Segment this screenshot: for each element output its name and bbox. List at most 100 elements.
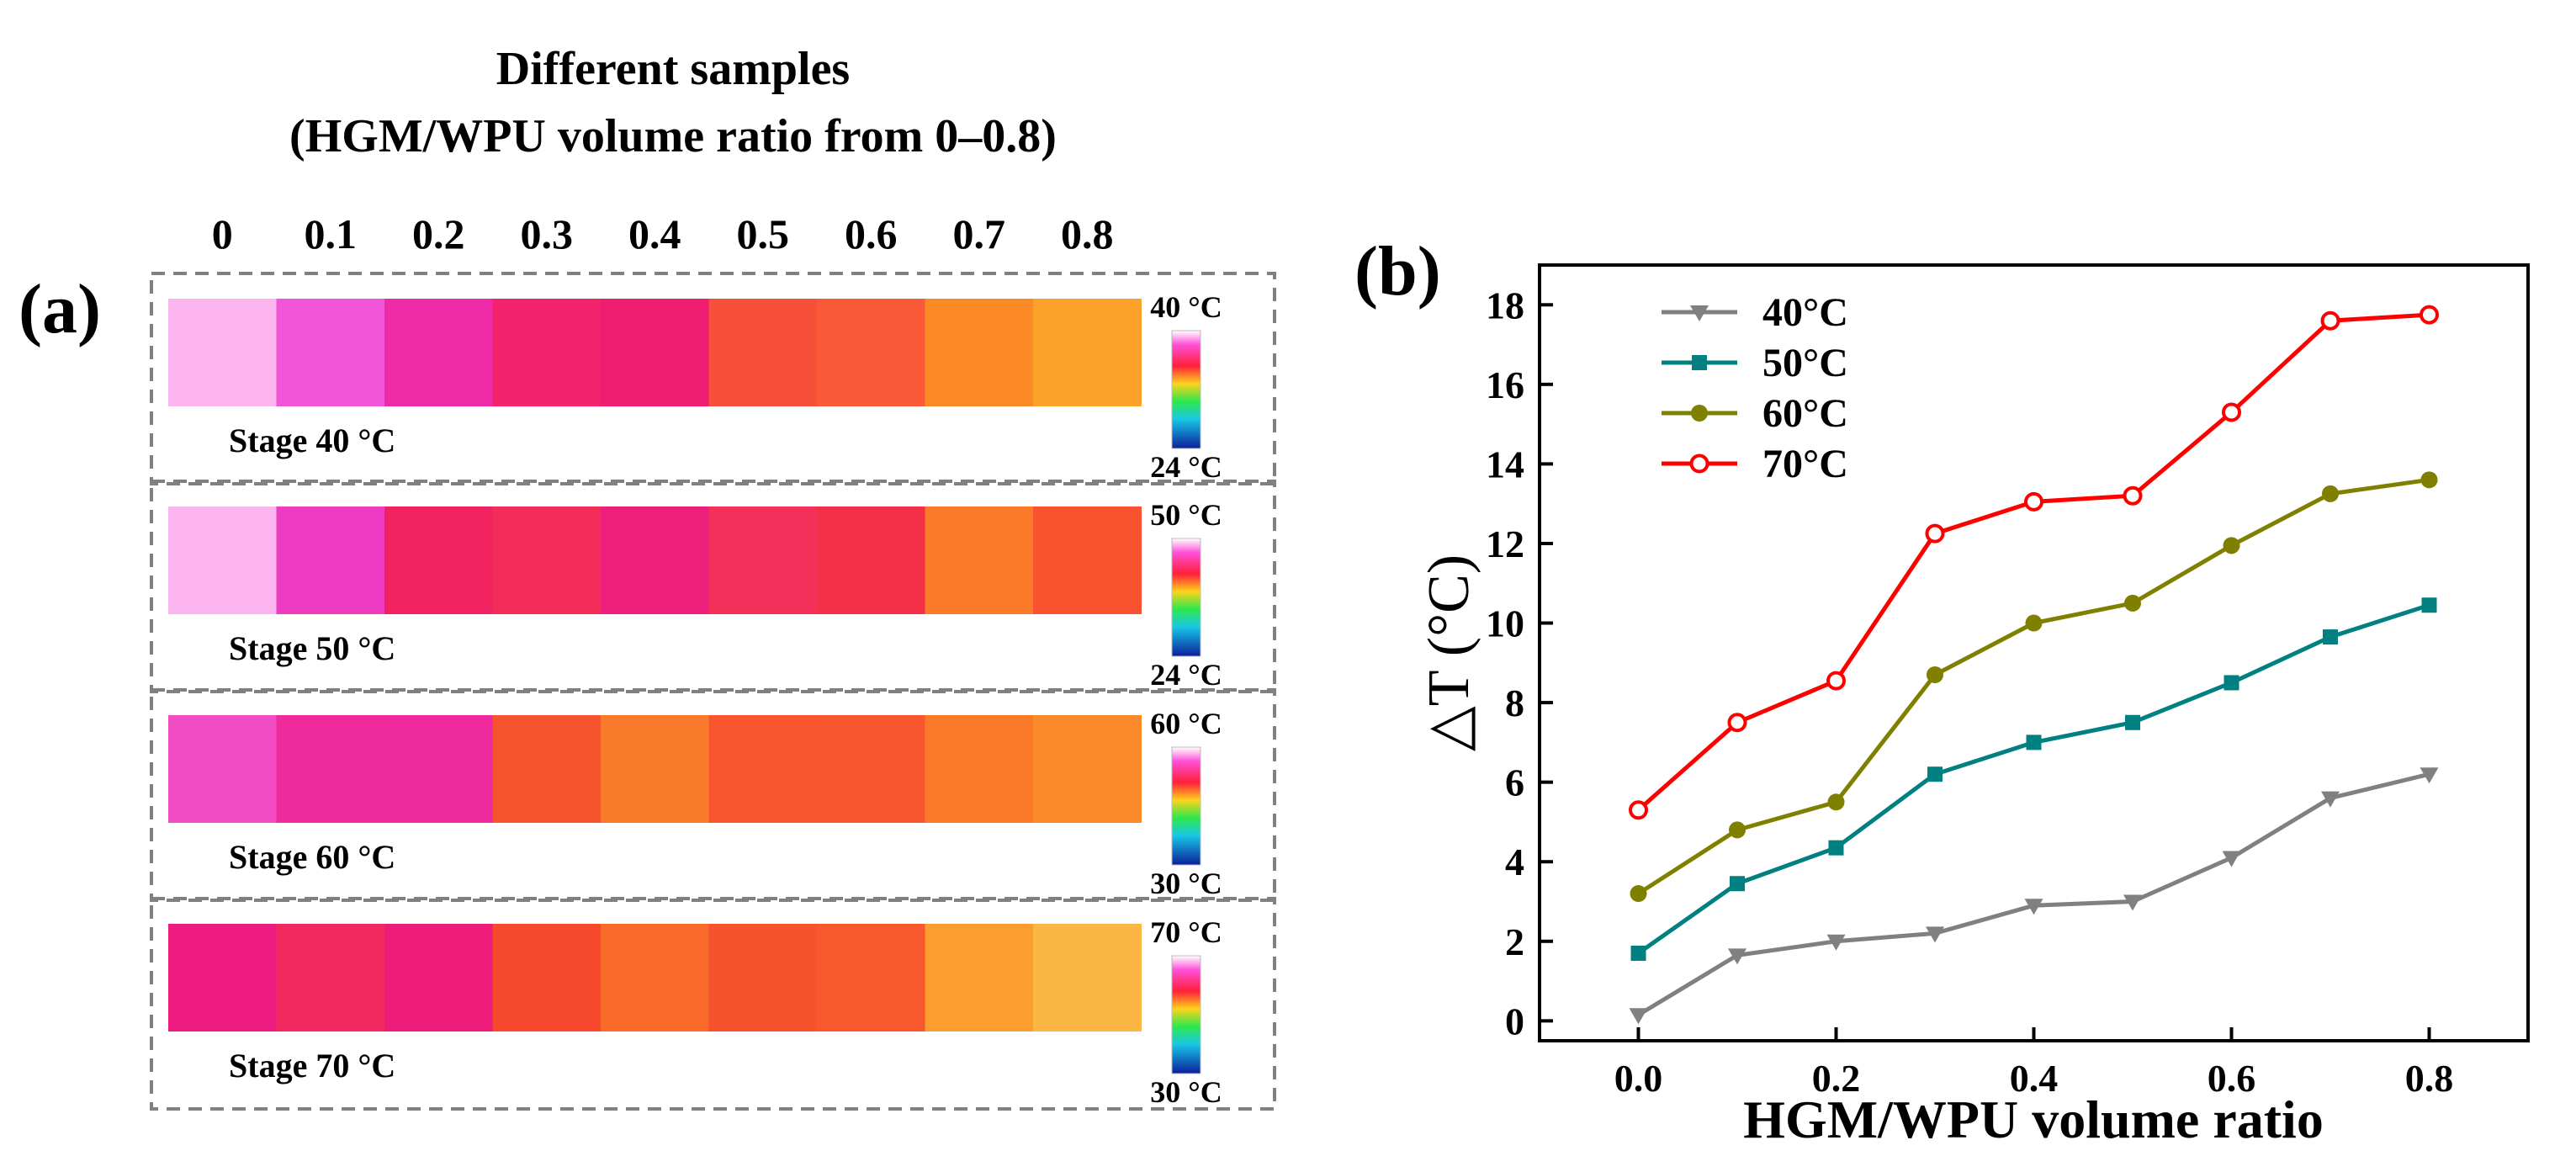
sample-tile	[492, 715, 602, 823]
x-tick-label: 0.6	[2208, 1057, 2256, 1100]
stage-rows: Stage 40 °C 40 °C 24 °C Stage 50 °C 50 °C 24 …	[150, 272, 1276, 1111]
line-chart: 0.0 0.2 0.4 0.6 0.8 0 2 4 6 8 10 12 14 16 18 40°C 50°C…	[1417, 263, 2530, 1149]
x-tick-label: 0.2	[1812, 1057, 1861, 1100]
sample-ratio-label: 0.7	[953, 210, 1006, 257]
data-point	[1826, 671, 1846, 691]
stage-box	[150, 480, 1276, 693]
sample-tile	[708, 715, 818, 823]
x-tick-label: 0.4	[2010, 1057, 2059, 1100]
sample-tile	[817, 715, 925, 823]
x-axis-label: HGM/WPU volume ratio	[1743, 1090, 2324, 1149]
sample-ratio-labels: 0 0.1 0.2 0.3 0.4 0.5 0.6 0.7 0.8	[212, 210, 1114, 257]
stage-row: Stage 60 °C 60 °C 30 °C	[150, 688, 1276, 902]
sample-tile	[276, 924, 385, 1031]
scale-max-label: 40 °C	[1150, 290, 1222, 324]
sample-tile	[708, 506, 818, 614]
stage-box	[150, 272, 1276, 485]
sample-tile	[708, 299, 818, 406]
y-tick-label: 0	[1505, 1000, 1524, 1042]
scale-min-label: 30 °C	[1150, 1075, 1222, 1109]
sample-tile	[384, 715, 493, 823]
panel-a-title-line1: Different samples	[496, 43, 850, 95]
x-tick-label: 0.0	[1614, 1057, 1663, 1100]
panel-a: (a) Different samples (HGM/WPU volume ra…	[19, 43, 1276, 1111]
sample-tile	[168, 506, 277, 614]
panel-a-label: (a)	[19, 270, 101, 348]
data-point	[1826, 934, 1846, 951]
data-point	[2420, 471, 2438, 489]
sample-tile	[384, 924, 493, 1031]
sample-ratio-label: 0.4	[628, 210, 681, 257]
data-point	[2323, 629, 2338, 645]
sample-ratio-label: 0.3	[521, 210, 574, 257]
sample-tile	[492, 299, 602, 406]
data-point	[2222, 402, 2241, 422]
data-point	[2420, 305, 2439, 325]
sample-tile	[1033, 506, 1142, 614]
scale-min-label: 30 °C	[1150, 867, 1222, 900]
data-point	[2025, 614, 2043, 632]
stage-label: Stage 60 °C	[229, 838, 395, 876]
sample-tile	[492, 924, 602, 1031]
data-point	[1828, 840, 1844, 856]
data-point	[1689, 453, 1709, 474]
data-point	[2320, 310, 2340, 331]
sample-ratio-label: 0.5	[737, 210, 790, 257]
data-point	[1729, 821, 1746, 839]
y-tick-label: 16	[1486, 363, 1524, 406]
y-tick-label: 14	[1486, 443, 1524, 485]
legend-entry: 40°C	[1662, 290, 1848, 335]
sample-tile	[1033, 715, 1142, 823]
legend-label: 60°C	[1762, 391, 1848, 436]
sample-tile	[601, 715, 709, 823]
data-point	[1827, 793, 1845, 811]
series-line	[1637, 772, 2430, 1017]
sample-tile	[168, 924, 277, 1031]
y-axis-label: △T (°C)	[1417, 554, 1481, 751]
data-point	[1630, 945, 1646, 961]
data-point	[2024, 899, 2043, 915]
legend-entry: 50°C	[1662, 341, 1848, 385]
y-tick-label: 2	[1505, 920, 1524, 963]
sample-ratio-label: 0.8	[1061, 210, 1114, 257]
panel-a-title-line2: (HGM/WPU volume ratio from 0–0.8)	[289, 110, 1057, 162]
sample-tile	[1033, 924, 1142, 1031]
data-point	[1629, 800, 1648, 820]
data-point	[2224, 675, 2239, 691]
legend-entry: 60°C	[1662, 391, 1848, 436]
sample-tile	[276, 715, 385, 823]
sample-ratio-label: 0.1	[305, 210, 358, 257]
sample-tile	[601, 299, 709, 406]
series-line	[1637, 477, 2430, 896]
y-tick-label: 4	[1505, 841, 1524, 883]
color-scale-bar	[1171, 746, 1201, 866]
sample-tile	[925, 506, 1034, 614]
data-point	[1927, 666, 1943, 684]
legend-label: 50°C	[1762, 341, 1848, 385]
data-point	[1925, 523, 1945, 544]
data-point	[1690, 305, 1709, 321]
sample-tile	[1033, 299, 1142, 406]
scale-max-label: 70 °C	[1150, 915, 1222, 949]
stage-row: Stage 50 °C 50 °C 24 °C	[150, 480, 1276, 693]
stage-row: Stage 40 °C 40 °C 24 °C	[150, 272, 1276, 485]
axis-ticks	[1540, 303, 2431, 1041]
sample-tile	[168, 299, 277, 406]
data-point	[1691, 405, 1708, 422]
sample-tile	[601, 924, 709, 1031]
sample-tile	[708, 924, 818, 1031]
data-point	[2123, 485, 2143, 506]
sample-tile	[925, 924, 1034, 1031]
data-point	[2124, 594, 2141, 612]
sample-tile	[817, 924, 925, 1031]
data-point	[2222, 851, 2241, 867]
legend-entry: 70°C	[1662, 442, 1848, 486]
sample-tile	[384, 299, 493, 406]
sample-tile	[276, 299, 385, 406]
data-point	[1692, 355, 1707, 370]
data-point	[2322, 485, 2339, 502]
y-tick-label: 8	[1505, 681, 1524, 724]
data-point	[2024, 491, 2043, 512]
sample-ratio-label: 0	[212, 210, 233, 257]
sample-tile	[168, 715, 277, 823]
